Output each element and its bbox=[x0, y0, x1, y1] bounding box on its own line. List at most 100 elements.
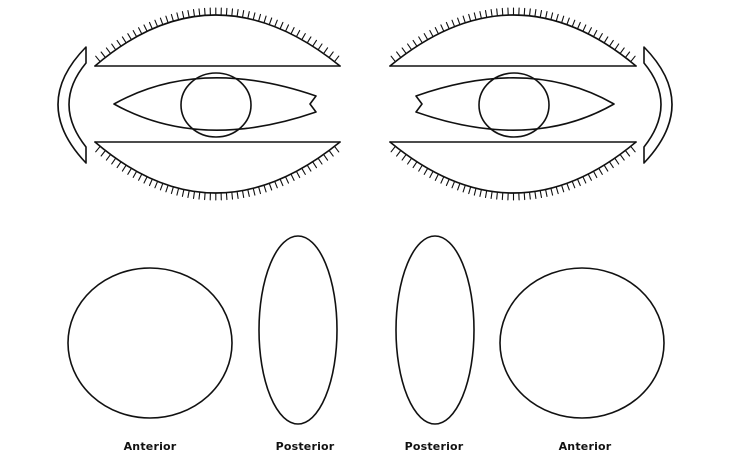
eyelash bbox=[301, 33, 306, 41]
eyelash bbox=[95, 55, 101, 63]
eyelash bbox=[523, 192, 526, 201]
eyelash bbox=[624, 149, 631, 157]
eyelash bbox=[501, 192, 504, 201]
right-eye-diagram bbox=[389, 7, 673, 201]
eyelash bbox=[592, 170, 598, 179]
eyelash bbox=[165, 15, 169, 24]
eyelash bbox=[231, 191, 234, 200]
eyelash bbox=[440, 176, 445, 184]
eyelash bbox=[496, 191, 498, 200]
eyelash bbox=[328, 149, 334, 157]
caption-posterior-left: Posterior bbox=[275, 440, 335, 453]
eyelash bbox=[263, 184, 267, 193]
eyelash bbox=[468, 186, 472, 195]
eyelash bbox=[484, 9, 488, 18]
eyelash bbox=[490, 9, 493, 18]
eyelash bbox=[423, 33, 429, 41]
eyelash bbox=[614, 43, 620, 51]
eyelash bbox=[143, 24, 148, 32]
eyelash bbox=[100, 149, 106, 157]
caption-anterior-right: Anterior bbox=[558, 440, 612, 453]
eyelash bbox=[236, 9, 239, 18]
eyelash bbox=[582, 24, 587, 32]
eyelash bbox=[181, 11, 185, 20]
eyelash bbox=[176, 12, 180, 21]
eyelash bbox=[566, 17, 570, 26]
eyelash bbox=[306, 164, 312, 172]
eyelash bbox=[116, 39, 122, 47]
eyelash bbox=[418, 36, 423, 44]
posterior-lens-right bbox=[395, 235, 475, 425]
eyelash bbox=[534, 9, 537, 18]
eyelash bbox=[434, 173, 439, 181]
eyelash bbox=[284, 176, 290, 184]
eyelash bbox=[241, 9, 245, 18]
eyelash bbox=[192, 9, 196, 18]
eyelash bbox=[284, 24, 290, 32]
eyelash bbox=[121, 164, 127, 172]
eyelash bbox=[328, 51, 334, 59]
eyelash bbox=[176, 187, 180, 196]
eyelash bbox=[451, 19, 456, 28]
eyelash bbox=[198, 191, 201, 200]
eyelash bbox=[561, 184, 565, 193]
eyelash bbox=[111, 43, 117, 51]
eyelash bbox=[159, 17, 164, 26]
eyelash bbox=[587, 27, 592, 35]
left-eye-globe-outline bbox=[113, 77, 317, 131]
eyelash bbox=[295, 29, 301, 38]
eyelash bbox=[390, 145, 396, 153]
eyelash bbox=[479, 188, 482, 197]
eyelash bbox=[603, 36, 609, 44]
eyelash bbox=[608, 161, 614, 169]
eyelash bbox=[473, 187, 477, 196]
eyelash bbox=[132, 30, 138, 38]
eyelash bbox=[555, 13, 559, 22]
eyelash bbox=[587, 173, 592, 181]
eyelash bbox=[539, 190, 543, 199]
eyelash bbox=[323, 153, 329, 161]
eyelash bbox=[301, 167, 306, 175]
eyelash bbox=[263, 15, 267, 24]
eyelash bbox=[484, 190, 488, 199]
eyelash bbox=[624, 51, 631, 59]
right-eye-upper-lid bbox=[389, 14, 637, 67]
eyelash bbox=[496, 8, 498, 17]
eyelash bbox=[561, 15, 565, 24]
eyelash bbox=[143, 176, 148, 184]
eyelash bbox=[550, 187, 554, 196]
eyelash bbox=[468, 13, 472, 22]
eyelash bbox=[457, 182, 461, 191]
eyelash bbox=[100, 51, 106, 59]
eyelash bbox=[534, 190, 537, 199]
eyelash bbox=[598, 33, 603, 41]
eyelash bbox=[323, 47, 329, 55]
eyelash bbox=[95, 145, 101, 153]
eyelash bbox=[204, 7, 206, 16]
eyelash bbox=[127, 33, 132, 41]
eyelash bbox=[582, 176, 587, 184]
anterior-lens-left bbox=[67, 267, 233, 419]
eyelash bbox=[528, 191, 531, 200]
eyelash bbox=[290, 173, 295, 181]
eyelash bbox=[630, 145, 636, 153]
right-eye-lower-lashes bbox=[390, 145, 636, 201]
eyelash bbox=[312, 39, 318, 47]
eyelash bbox=[187, 9, 190, 18]
eyelash bbox=[295, 170, 301, 179]
left-eye-lateral-canthus-bracket bbox=[57, 46, 87, 164]
eyelash bbox=[279, 21, 284, 30]
right-eye-globe-outline bbox=[415, 77, 615, 131]
left-eye-iris bbox=[180, 72, 252, 138]
eyelash bbox=[317, 43, 323, 51]
eyelash bbox=[603, 164, 609, 172]
eyelash bbox=[148, 21, 153, 30]
eyelash bbox=[571, 180, 576, 189]
eyelash bbox=[479, 11, 482, 20]
eyelash bbox=[545, 11, 548, 20]
eyelash bbox=[165, 184, 169, 193]
left-eye-lower-lashes bbox=[95, 145, 340, 201]
eyelash bbox=[148, 178, 153, 187]
eyelash bbox=[401, 47, 407, 55]
